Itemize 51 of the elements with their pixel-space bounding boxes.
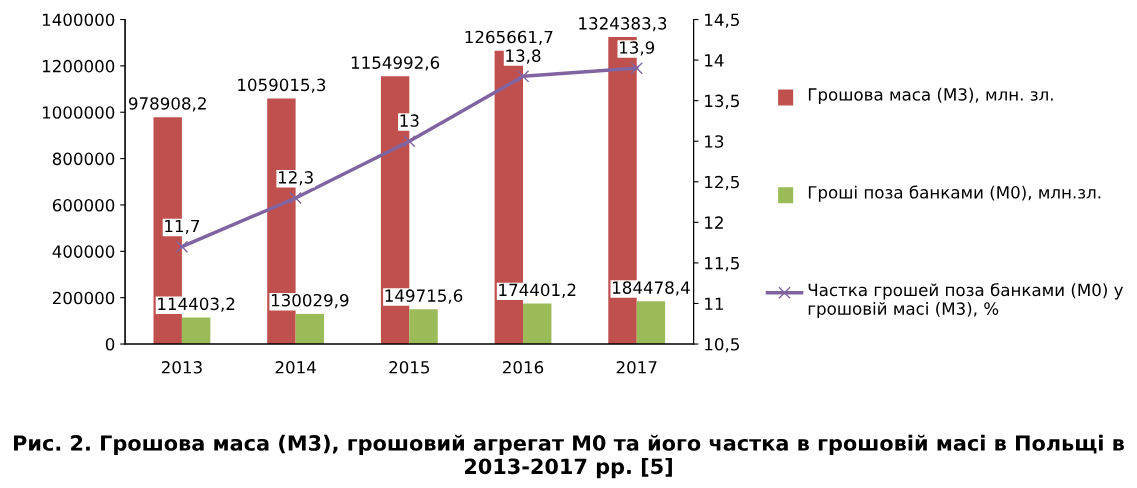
y-tick-label: 1000000 (42, 106, 115, 119)
y-tick-label: 1200000 (42, 59, 115, 73)
bar (409, 309, 438, 345)
x-tick-label: 2016 (503, 361, 544, 374)
data-label: 11,7 (165, 219, 200, 235)
bar (636, 301, 666, 345)
data-label: 149715,6 (385, 289, 463, 304)
bar (181, 317, 211, 345)
data-label: 13,9 (620, 41, 655, 56)
x-tick-label: 2015 (389, 361, 430, 374)
y2-tick-label: 11 (705, 297, 723, 310)
x-tick-label: 2013 (161, 361, 202, 374)
point (289, 191, 302, 205)
data-label: 1324383,3 (579, 17, 667, 32)
bar (295, 313, 325, 345)
legend-label: Грошова маса (М3), млн. зл. (808, 87, 1053, 104)
point (175, 240, 189, 253)
y-tick-label: 1400000 (42, 13, 115, 27)
y2-tick-label: 11,5 (705, 257, 739, 272)
data-label: 184478,4 (613, 281, 690, 296)
data-label: 174401,2 (499, 283, 576, 298)
data-label: 978908,2 (128, 97, 206, 112)
data-label: 1154992,6 (351, 56, 440, 71)
y-tick-label: 600000 (52, 198, 115, 212)
y2-tick-label: 12 (705, 216, 723, 229)
text: Рис. 2. Грошова маса (М3), грошовий агрегат М0 та його частка в грошовій масі в Польщі в 2013-2017 рр. [5] (14, 434, 1124, 479)
x-tick-label: 2017 (616, 361, 657, 374)
data-label: 130029,9 (271, 293, 349, 309)
data-label: 13 (400, 114, 419, 127)
y2-tick-label: 14 (705, 54, 724, 67)
legend-label: Гроші поза банками (М0), млн.зл. (808, 185, 1101, 202)
y-tick-label: 400000 (52, 245, 115, 258)
x-tick-label: 2014 (275, 361, 316, 374)
bar (523, 303, 552, 345)
y2-tick-label: 10,5 (705, 338, 739, 353)
point (403, 134, 416, 148)
y2-tick-label: 13 (705, 135, 724, 148)
y2-tick-label: 14,5 (705, 13, 739, 28)
y2-tick-label: 13,5 (705, 94, 739, 109)
data-label: 13,8 (506, 49, 541, 64)
y2-tick-label: 12,5 (705, 175, 739, 191)
point (630, 61, 643, 75)
data-label: 12,3 (278, 171, 313, 186)
y-tick-label: 200000 (52, 291, 115, 305)
data-label: 1265661,7 (465, 30, 553, 45)
point (516, 70, 530, 83)
data-label: 114403,2 (158, 297, 235, 312)
legend-label: Частка грошей поза банками (М0) у грошовій масі (М3), % (808, 283, 1124, 319)
data-label: 1059015,3 (238, 78, 326, 93)
y-tick-label: 800000 (52, 152, 115, 166)
y-tick-label: 0 (105, 338, 115, 351)
